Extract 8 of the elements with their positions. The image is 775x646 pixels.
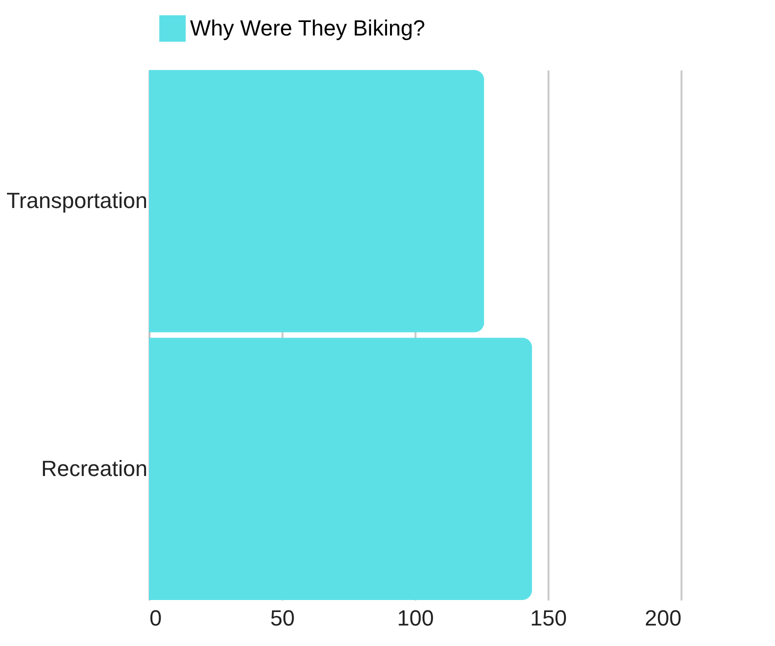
- x-tick-label: 100: [397, 606, 434, 630]
- x-tick-label: 200: [644, 606, 682, 630]
- x-tick-label: 150: [530, 606, 567, 630]
- y-tick-label: Transportation: [6, 188, 148, 214]
- x-tick-label: 50: [270, 606, 295, 630]
- x-tick-label: 0: [150, 606, 162, 630]
- y-tick-label: Recreation: [41, 456, 148, 481]
- legend-label: Why Were They Biking?: [190, 16, 426, 40]
